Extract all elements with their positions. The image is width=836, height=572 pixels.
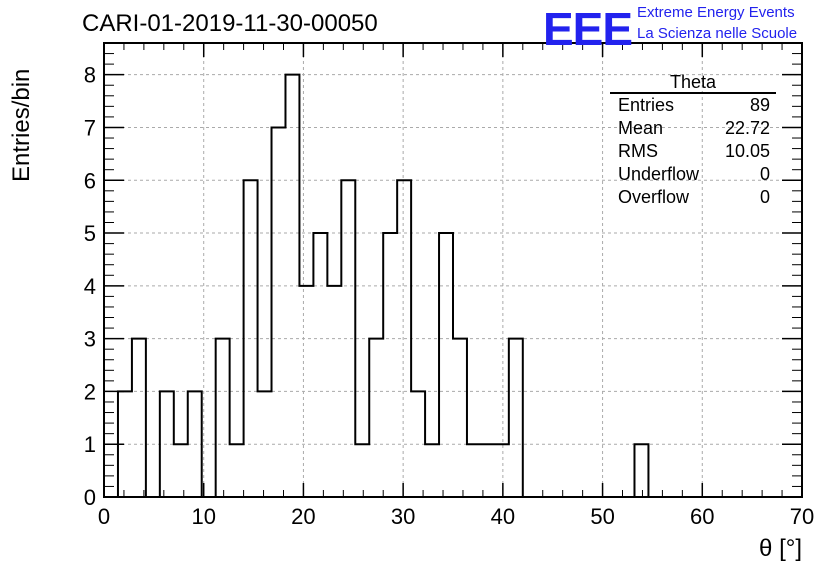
stats-row-entries: Entries 89 — [610, 94, 776, 117]
x-tick-label: 10 — [191, 504, 215, 529]
histogram-bin — [313, 233, 327, 497]
x-tick-label: 60 — [690, 504, 714, 529]
stats-row-rms: RMS 10.05 — [610, 140, 776, 163]
stats-row-mean: Mean 22.72 — [610, 117, 776, 140]
stats-label: Underflow — [618, 164, 700, 184]
histogram-bars — [116, 73, 650, 498]
histogram-bin — [230, 444, 244, 497]
stats-row-underflow: Underflow 0 — [610, 163, 776, 186]
eee-logo: EEE — [543, 3, 633, 55]
stats-value: 89 — [749, 95, 770, 115]
y-tick-label: 3 — [84, 327, 96, 352]
x-axis-label: θ [°] — [759, 535, 802, 562]
tick-labels: 0 10 20 30 40 50 60 70 0 1 2 3 4 5 6 7 8 — [84, 63, 814, 529]
stats-box: Theta Entries 89 Mean 22.72 RMS 10.05 Un… — [610, 73, 776, 209]
x-tick-label: 50 — [590, 504, 614, 529]
x-tick-label: 0 — [98, 504, 110, 529]
histogram-bin — [453, 339, 467, 497]
histogram-bin — [216, 339, 230, 497]
plot-frame — [103, 42, 803, 498]
histogram-bin — [481, 444, 495, 497]
histogram-bin — [634, 444, 648, 497]
stats-title: Theta — [610, 73, 776, 94]
stats-row-overflow: Overflow 0 — [610, 186, 776, 209]
histogram-bin — [244, 180, 258, 497]
x-tick-label: 70 — [790, 504, 814, 529]
histogram-bin — [299, 286, 313, 497]
stats-label: Entries — [618, 95, 675, 115]
chart-title: CARI-01-2019-11-30-00050 — [82, 10, 378, 37]
histogram-bin — [509, 339, 523, 497]
stats-value: 10.05 — [724, 141, 770, 161]
x-tick-label: 20 — [291, 504, 315, 529]
y-tick-label: 5 — [84, 221, 96, 246]
y-tick-label: 1 — [84, 432, 96, 457]
y-tick-label: 7 — [84, 115, 96, 140]
histogram-bin — [272, 127, 286, 497]
histogram-bin — [258, 391, 272, 497]
stats-label: Mean — [618, 118, 664, 138]
y-tick-label: 8 — [84, 63, 96, 88]
y-tick-label: 0 — [84, 485, 96, 510]
stats-value: 0 — [759, 187, 770, 207]
logo-line-2: La Scienza nelle Scuole — [637, 25, 798, 42]
y-tick-label: 2 — [84, 379, 96, 404]
axis-ticks — [103, 43, 803, 498]
histogram-bin — [341, 180, 355, 497]
histogram-bin — [327, 286, 341, 497]
histogram-bin — [439, 233, 453, 497]
y-tick-label: 6 — [84, 168, 96, 193]
stats-value: 0 — [759, 164, 770, 184]
histogram-bin — [495, 444, 509, 497]
y-axis-label: Entries/bin — [8, 68, 35, 182]
stats-label: RMS — [618, 141, 658, 161]
histogram-bin — [132, 339, 146, 497]
histogram-bin — [397, 180, 411, 497]
histogram-bin — [355, 444, 369, 497]
histogram-bin — [369, 339, 383, 497]
stats-label: Overflow — [618, 187, 690, 207]
logo-line-1: Extreme Energy Events — [637, 4, 795, 21]
histogram-bin — [160, 391, 174, 497]
x-tick-label: 40 — [491, 504, 515, 529]
histogram-bin — [285, 75, 299, 497]
histogram-bin — [411, 391, 425, 497]
histogram-bin — [383, 233, 397, 497]
stats-value: 22.72 — [724, 118, 770, 138]
y-tick-label: 4 — [84, 274, 96, 299]
histogram-bin — [174, 444, 188, 497]
x-tick-label: 30 — [391, 504, 415, 529]
histogram-outline — [116, 73, 650, 498]
histogram-bin — [425, 444, 439, 497]
histogram-bin — [188, 391, 202, 497]
histogram-bin — [467, 444, 481, 497]
